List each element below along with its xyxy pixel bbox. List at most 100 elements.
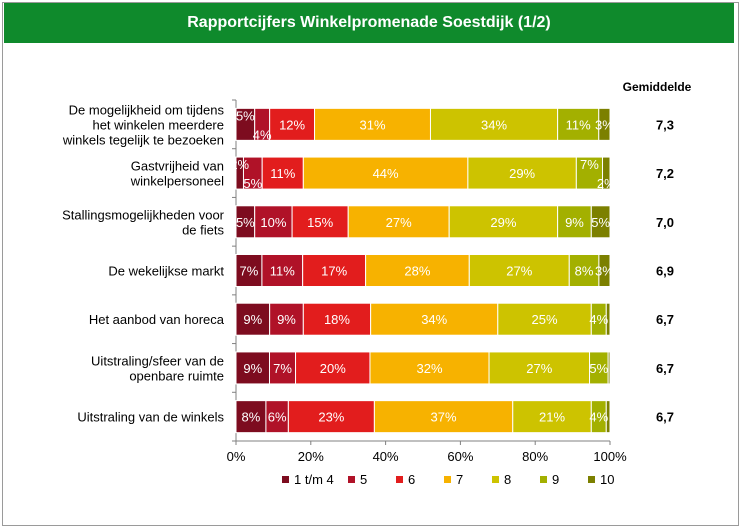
bar-segment [497,302,592,336]
x-tick-label: 80% [522,449,548,464]
data-label: 27% [386,215,412,230]
data-label: 5% [236,108,255,123]
x-tick-label: 40% [373,449,399,464]
data-label: 37% [431,410,457,425]
data-label: 25% [532,312,558,327]
average-value: 7,0 [656,215,674,230]
average-value: 6,7 [656,361,674,376]
data-label: 23% [318,410,344,425]
bar-segment [590,205,611,239]
data-label: 29% [490,215,516,230]
bar-segment [467,156,577,190]
bar-segment [370,302,499,336]
data-label: 2% [230,157,249,172]
category-label: Uitstraling van de winkels [77,410,224,425]
bar-segment [448,205,559,239]
legend-swatch [492,476,499,483]
bar-segment [295,351,371,385]
bar-segment [598,254,611,287]
bar-segment [235,254,263,287]
bar-segment [302,156,469,190]
legend-swatch [588,476,595,483]
data-label: 17% [321,264,347,279]
average-value: 6,7 [656,410,674,425]
data-label: 9% [277,312,296,327]
data-label: 31% [359,117,385,132]
data-label: 11% [270,166,295,181]
data-label: 18% [324,312,350,327]
category-label: Uitstraling/sfeer van de openbare ruimte [91,353,224,383]
data-label: 11% [566,117,591,132]
data-label: 6% [268,410,287,425]
legend-swatch [444,476,451,483]
bar-segment [468,254,570,287]
category-label: Stallingsmogelijkheden voor de fiets [62,207,225,237]
data-label: 4% [589,410,608,425]
legend-label: 7 [456,472,463,487]
legend-label: 5 [360,472,367,487]
data-label: 20% [320,361,346,376]
bar-segment [302,302,372,336]
bar-segment [429,107,559,141]
legend-label: 10 [600,472,614,487]
bar-segment [557,205,592,239]
chart-title: Rapportcijfers Winkelpromenade Soestdijk… [4,3,734,43]
data-label: 9% [565,215,584,230]
category-label: Het aanbod van horeca [89,312,225,327]
bar-segment [607,351,611,385]
average-header: Gemiddelde [623,80,692,94]
bar-segment [369,351,490,385]
legend-label: 8 [504,472,511,487]
bar-segment [605,400,611,434]
data-label: 3% [595,264,614,279]
data-label: 4% [253,127,272,142]
bar-segment [291,205,349,239]
data-label: 5% [591,215,610,230]
average-value: 7,3 [656,117,674,132]
data-label: 7% [240,264,259,279]
data-label: 8% [575,264,594,279]
data-label: 44% [373,166,399,181]
data-label: 7% [580,157,599,172]
legend-swatch [282,476,289,483]
bar-segment [598,107,611,141]
bar-segment [235,400,267,434]
data-label: 21% [539,410,565,425]
x-tick-label: 0% [227,449,246,464]
data-label: 7% [273,361,292,376]
bar-segment [269,302,304,336]
bar-segment [269,107,316,141]
legend-swatch [348,476,355,483]
average-value: 6,7 [656,312,674,327]
bar-segment [254,205,293,239]
average-value: 6,9 [656,264,674,279]
data-label: 32% [416,361,442,376]
bar-segment [568,254,600,287]
data-label: 2% [597,176,616,191]
data-label: 9% [243,312,262,327]
x-tick-label: 100% [593,449,627,464]
bar-segment [365,254,470,287]
category-label: De mogelijkheid om tijdens het winkelen m… [62,102,225,147]
data-label: 9% [243,361,262,376]
bar-segment [488,351,591,385]
bar-segment [235,351,270,385]
x-tick-label: 20% [298,449,324,464]
legend-swatch [396,476,403,483]
legend-label: 6 [408,472,415,487]
bar-segment [261,254,304,287]
data-label: 27% [506,264,532,279]
data-label: 3% [595,117,614,132]
category-label: Gastvrijheid van winkelpersoneel [130,159,224,189]
bar-segment [605,302,611,336]
data-label: 11% [270,264,295,279]
data-label: 28% [404,264,430,279]
legend-swatch [540,476,547,483]
data-label: 34% [481,117,507,132]
data-label: 5% [236,215,255,230]
data-label: 5% [243,176,262,191]
average-value: 7,2 [656,166,674,181]
data-label: 29% [509,166,535,181]
data-label: 15% [307,215,333,230]
